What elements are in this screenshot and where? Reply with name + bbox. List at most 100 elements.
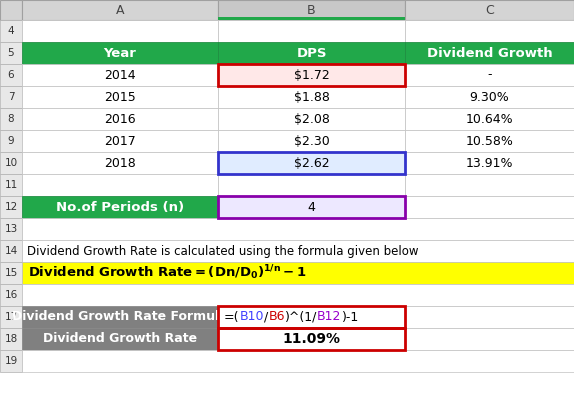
Bar bbox=[0, 108, 22, 130]
Text: B10: B10 bbox=[239, 310, 264, 323]
Text: )-1: )-1 bbox=[342, 310, 359, 323]
Text: 2016: 2016 bbox=[104, 113, 136, 126]
Bar bbox=[22, 284, 574, 306]
Text: 10.64%: 10.64% bbox=[466, 113, 513, 126]
Bar bbox=[218, 328, 405, 350]
Text: 10.58%: 10.58% bbox=[466, 134, 513, 147]
Bar bbox=[0, 196, 22, 218]
Bar bbox=[0, 42, 22, 64]
Bar bbox=[405, 152, 574, 174]
Text: -: - bbox=[487, 69, 492, 82]
Bar bbox=[405, 64, 574, 86]
Text: 2017: 2017 bbox=[104, 134, 136, 147]
Bar bbox=[405, 306, 574, 328]
Bar bbox=[0, 130, 22, 152]
Text: B: B bbox=[307, 4, 316, 17]
Bar bbox=[22, 0, 218, 20]
Bar bbox=[218, 306, 405, 328]
Bar bbox=[218, 152, 405, 174]
Bar bbox=[405, 130, 574, 152]
Text: 19: 19 bbox=[5, 356, 18, 366]
Text: 18: 18 bbox=[5, 334, 18, 344]
Text: )^(1/: )^(1/ bbox=[285, 310, 317, 323]
Bar bbox=[22, 108, 218, 130]
Bar bbox=[22, 218, 574, 240]
Bar bbox=[0, 86, 22, 108]
Bar bbox=[22, 328, 218, 350]
Bar bbox=[0, 64, 22, 86]
Text: 15: 15 bbox=[5, 268, 18, 278]
Bar bbox=[0, 306, 22, 328]
Bar bbox=[405, 108, 574, 130]
Bar bbox=[0, 218, 22, 240]
Bar bbox=[0, 0, 22, 20]
Text: 2018: 2018 bbox=[104, 156, 136, 169]
Text: 10: 10 bbox=[5, 158, 18, 168]
Text: =(: =( bbox=[224, 310, 239, 323]
Bar bbox=[218, 17, 405, 20]
Bar bbox=[22, 240, 574, 262]
Text: Dividend Growth Rate Formula: Dividend Growth Rate Formula bbox=[12, 310, 228, 323]
Bar bbox=[0, 20, 22, 42]
Bar bbox=[22, 86, 218, 108]
Bar bbox=[218, 174, 405, 196]
Text: 17: 17 bbox=[5, 312, 18, 322]
Bar bbox=[218, 86, 405, 108]
Text: 5: 5 bbox=[7, 48, 14, 58]
Bar bbox=[22, 196, 218, 218]
Bar bbox=[0, 174, 22, 196]
Bar bbox=[22, 262, 574, 284]
Bar bbox=[0, 240, 22, 262]
Text: 9: 9 bbox=[7, 136, 14, 146]
Text: 6: 6 bbox=[7, 70, 14, 80]
Bar bbox=[22, 152, 218, 174]
Bar bbox=[405, 328, 574, 350]
Text: 13.91%: 13.91% bbox=[466, 156, 513, 169]
Text: B12: B12 bbox=[317, 310, 342, 323]
Bar bbox=[22, 130, 218, 152]
Text: 4: 4 bbox=[308, 201, 316, 214]
Text: $2.30: $2.30 bbox=[294, 134, 329, 147]
Text: 14: 14 bbox=[5, 246, 18, 256]
Bar bbox=[405, 174, 574, 196]
Text: /: / bbox=[264, 310, 268, 323]
Bar bbox=[218, 130, 405, 152]
Bar bbox=[218, 64, 405, 86]
Bar bbox=[218, 152, 405, 174]
Text: Dividend Growth: Dividend Growth bbox=[426, 46, 552, 59]
Bar bbox=[22, 64, 218, 86]
Bar bbox=[218, 42, 405, 64]
Bar bbox=[22, 174, 218, 196]
Text: $\mathbf{Dividend\ Growth\ Rate = (Dn/D_0)^{1/n} - 1}$: $\mathbf{Dividend\ Growth\ Rate = (Dn/D_… bbox=[28, 264, 307, 282]
Bar bbox=[218, 0, 405, 20]
Text: DPS: DPS bbox=[296, 46, 327, 59]
Bar bbox=[0, 350, 22, 372]
Bar bbox=[22, 350, 574, 372]
Text: 8: 8 bbox=[7, 114, 14, 124]
Bar bbox=[0, 284, 22, 306]
Bar bbox=[0, 262, 22, 284]
Text: $1.72: $1.72 bbox=[294, 69, 329, 82]
Text: 16: 16 bbox=[5, 290, 18, 300]
Bar bbox=[22, 42, 218, 64]
Bar bbox=[218, 306, 405, 328]
Text: 13: 13 bbox=[5, 224, 18, 234]
Bar bbox=[218, 108, 405, 130]
Bar bbox=[0, 328, 22, 350]
Bar bbox=[218, 196, 405, 218]
Bar bbox=[218, 64, 405, 86]
Bar bbox=[405, 42, 574, 64]
Text: $2.62: $2.62 bbox=[294, 156, 329, 169]
Text: 4: 4 bbox=[7, 26, 14, 36]
Text: 9.30%: 9.30% bbox=[470, 91, 509, 104]
Text: 11.09%: 11.09% bbox=[282, 332, 340, 346]
Text: No.of Periods (n): No.of Periods (n) bbox=[56, 201, 184, 214]
Text: $1.88: $1.88 bbox=[293, 91, 329, 104]
Bar bbox=[405, 20, 574, 42]
Bar bbox=[218, 328, 405, 350]
Bar bbox=[22, 20, 218, 42]
Text: Year: Year bbox=[103, 46, 137, 59]
Text: Dividend Growth Rate: Dividend Growth Rate bbox=[43, 333, 197, 346]
Text: B6: B6 bbox=[268, 310, 285, 323]
Bar bbox=[218, 196, 405, 218]
